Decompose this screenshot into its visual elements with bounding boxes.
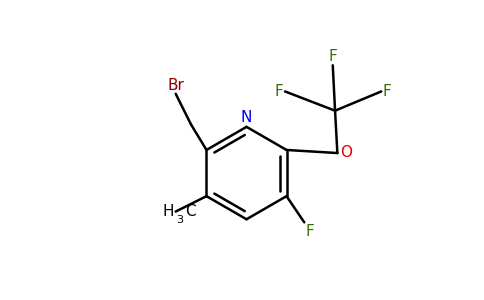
Text: C: C	[185, 204, 196, 219]
Text: H: H	[163, 204, 174, 219]
Text: Br: Br	[167, 78, 184, 93]
Text: F: F	[306, 224, 315, 239]
Text: F: F	[383, 84, 392, 99]
Text: N: N	[241, 110, 252, 125]
Text: F: F	[328, 50, 337, 64]
Text: F: F	[275, 84, 284, 99]
Text: O: O	[340, 145, 352, 160]
Text: 3: 3	[176, 214, 183, 225]
